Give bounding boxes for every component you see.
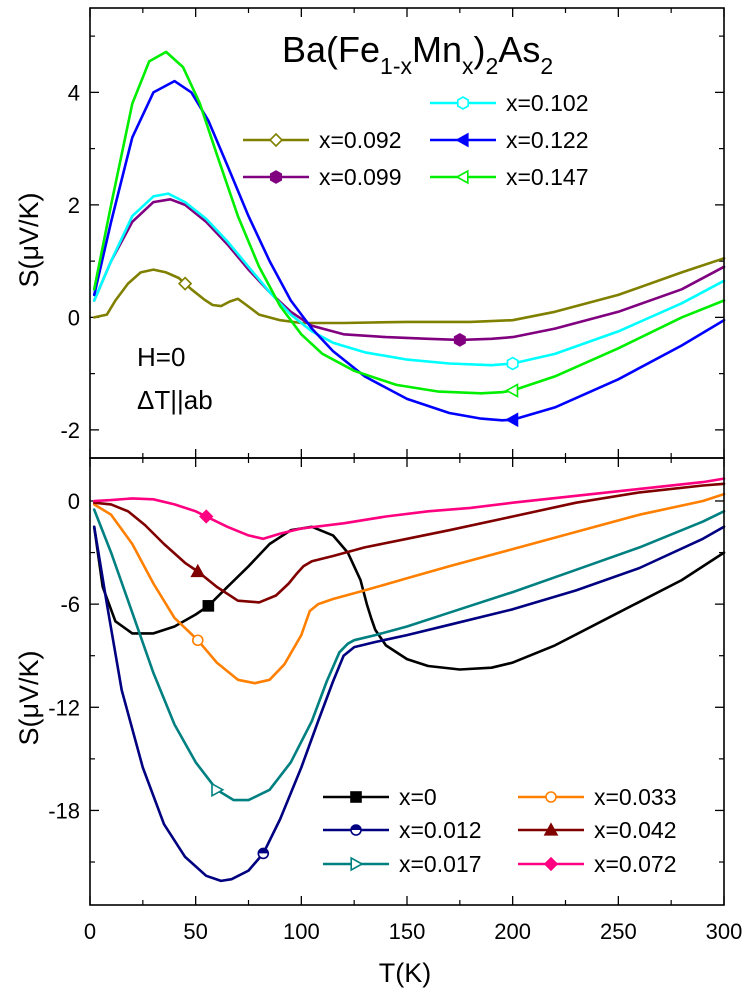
top-legend-label-1: x=0.092 xyxy=(319,127,402,153)
bottom-series-line-1 xyxy=(92,525,726,883)
top-legend-marker-1 xyxy=(268,132,284,148)
title-part-3: x xyxy=(462,53,474,79)
bottom-series-marker-4-0 xyxy=(190,563,206,578)
bottom-series-marker-0-0 xyxy=(202,600,215,612)
top-y-axis-title: S(μV/K) xyxy=(14,192,44,287)
bottom-y-tick-label-3: 0 xyxy=(68,489,80,514)
bottom-legend-marker-0 xyxy=(350,791,362,803)
x-tick-label-2: 100 xyxy=(283,919,320,944)
x-tick-label-5: 250 xyxy=(600,919,637,944)
top-series-line-3 xyxy=(92,79,726,422)
bottom-legend-marker-1 xyxy=(545,791,557,803)
top-legend-marker-4 xyxy=(455,169,469,185)
top-panel-title: Ba(Fe1-xMnx)2As2 xyxy=(282,29,553,79)
bottom-legend-label-5: x=0.072 xyxy=(594,851,677,877)
bottom-legend-label-3: x=0.042 xyxy=(594,817,677,843)
top-series-marker-4-0 xyxy=(505,383,519,398)
title-part-0: Ba(Fe xyxy=(282,29,380,70)
top-series-line-0 xyxy=(92,257,726,325)
x-tick-label-1: 50 xyxy=(183,919,207,944)
x-tick-label-0: 0 xyxy=(84,919,96,944)
top-series-marker-1-0 xyxy=(453,332,466,347)
top-series-line-2 xyxy=(92,192,726,367)
bottom-y-tick-label-1: -12 xyxy=(48,695,80,720)
annotation-field: H=0 xyxy=(137,342,185,372)
bottom-panel: 0 50 100 150 200 250 300 -18 -12 -6 0 x=0 x=0.033 x=0… xyxy=(48,457,743,944)
bottom-y-tick-label-0: -18 xyxy=(48,798,80,823)
top-legend-label-4: x=0.147 xyxy=(506,164,589,190)
top-legend-label-3: x=0.099 xyxy=(319,164,402,190)
bottom-legend-marker-2-half xyxy=(351,825,361,830)
top-series-marker-2-0 xyxy=(506,356,519,371)
top-legend-marker-2 xyxy=(455,132,469,148)
x-axis-title: T(K) xyxy=(379,958,431,988)
title-part-4: ) xyxy=(474,29,486,70)
title-part-5: 2 xyxy=(486,53,499,79)
bottom-legend-label-4: x=0.017 xyxy=(399,851,482,877)
top-series-marker-0-0 xyxy=(177,276,193,291)
bottom-series-line-0 xyxy=(92,525,726,671)
bottom-series-marker-5-0 xyxy=(199,509,214,524)
top-legend-marker-3 xyxy=(270,170,282,184)
bottom-series-marker-1-0-half xyxy=(258,848,269,854)
title-part-1: 1-x xyxy=(380,53,412,79)
top-y-tick-label-1: 0 xyxy=(68,305,80,330)
bottom-legend-marker-5 xyxy=(543,856,559,872)
x-tick-label-4: 200 xyxy=(494,919,531,944)
bottom-series-marker-2-0 xyxy=(211,782,225,798)
top-series-line-1 xyxy=(92,198,726,342)
top-y-tick-label-3: 4 xyxy=(68,80,80,105)
top-y-tick-label-0: -2 xyxy=(60,418,80,443)
top-series-line-4 xyxy=(92,50,726,395)
top-series-marker-3-0 xyxy=(505,412,519,428)
bottom-legend-marker-4 xyxy=(350,856,364,872)
bottom-series-line-2 xyxy=(92,508,726,802)
title-part-7: 2 xyxy=(540,53,553,79)
annotation-gradient: ΔT||ab xyxy=(137,385,213,415)
x-tick-label-6: 300 xyxy=(706,919,743,944)
bottom-series-line-4 xyxy=(92,482,726,604)
bottom-plot-frame xyxy=(89,457,725,906)
top-legend-marker-0 xyxy=(457,96,469,110)
bottom-y-axis-title: S(μV/K) xyxy=(14,650,44,745)
bottom-legend-label-1: x=0.033 xyxy=(594,784,677,810)
top-legend-label-2: x=0.122 xyxy=(506,127,589,153)
bottom-y-tick-label-2: -6 xyxy=(60,592,80,617)
title-part-6: As xyxy=(498,29,540,70)
top-y-tick-label-2: 2 xyxy=(68,193,80,218)
bottom-series-line-5 xyxy=(92,477,726,541)
title-part-2: Mn xyxy=(412,29,462,70)
top-legend-label-0: x=0.102 xyxy=(506,90,589,116)
bottom-series-line-3 xyxy=(92,492,726,685)
bottom-legend-label-0: x=0 xyxy=(399,784,437,810)
bottom-legend-marker-3 xyxy=(543,822,559,836)
bottom-legend-label-2: x=0.012 xyxy=(399,817,482,843)
bottom-series-marker-3-0 xyxy=(191,634,204,647)
x-tick-label-3: 150 xyxy=(389,919,426,944)
top-panel: -2 0 2 4 x=0.102 x=0.092 x=0.122 x=0.099 x=0.147 xyxy=(60,7,726,459)
